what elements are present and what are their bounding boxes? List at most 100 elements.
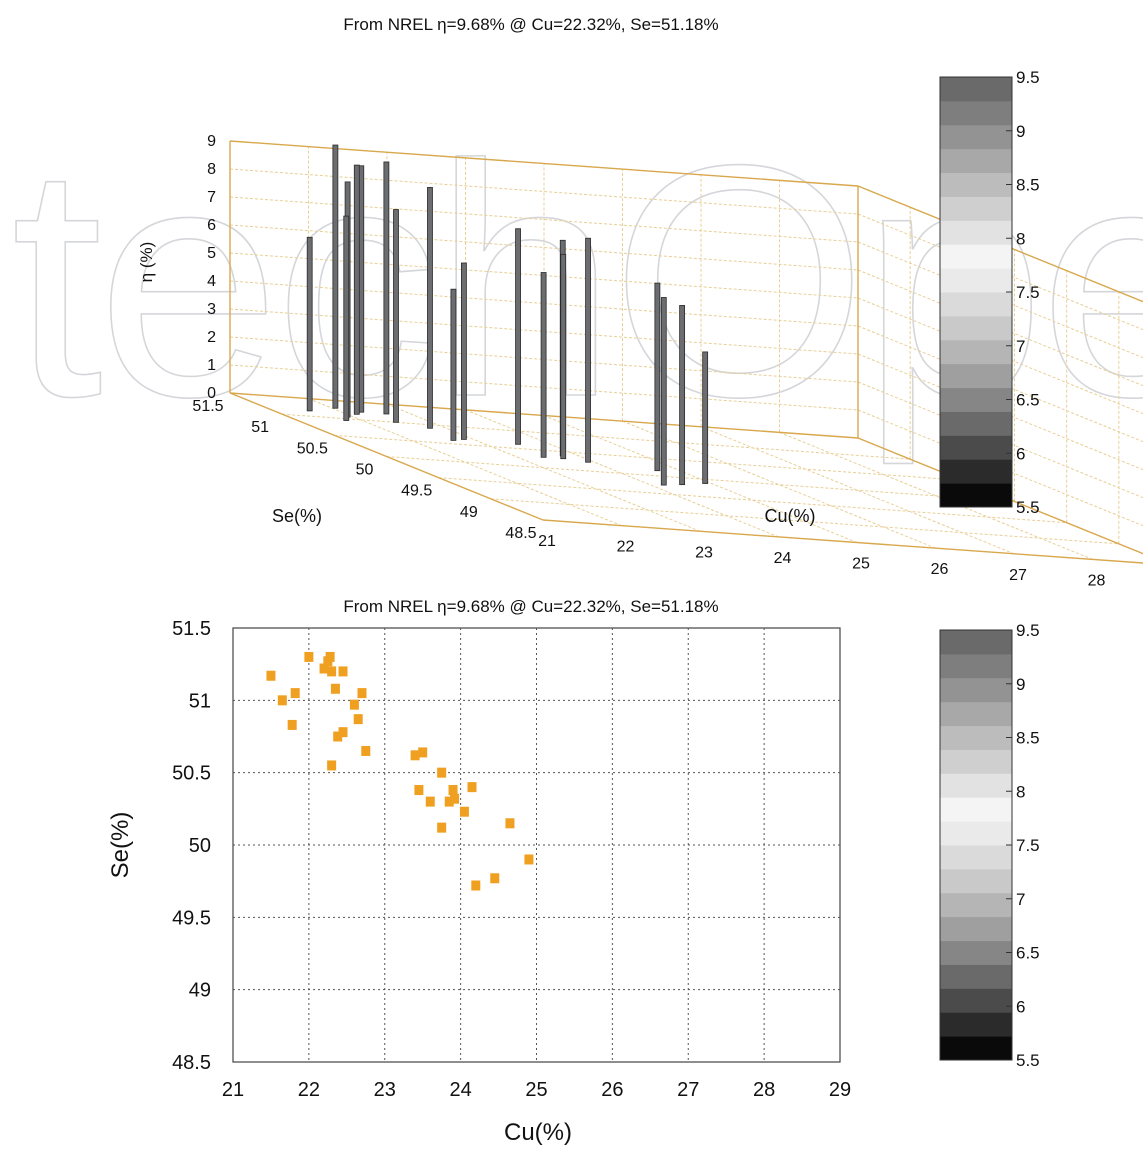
z-tick-label: 2 [207, 329, 216, 346]
bar [540, 272, 547, 458]
bar [515, 228, 521, 445]
colorbar-segment [940, 100, 1012, 126]
bar [332, 144, 339, 409]
floor-gridline-cu [543, 415, 858, 543]
colorbar-segment [940, 630, 1012, 655]
colorbar-segment [940, 725, 1012, 750]
colorbar-segment [940, 339, 1012, 365]
z-tick-label: 4 [207, 273, 216, 290]
chart-3d-colorbar: 5.5 6 6.5 7 7.5 8 8.5 9 9.5 [939, 68, 1040, 517]
scatter-point [467, 782, 477, 793]
scatter-point [327, 666, 337, 677]
chart-scatter-x-axis-label: Cu(%) [504, 1119, 572, 1146]
bar [585, 237, 591, 463]
colorbar-segment [940, 797, 1012, 822]
y-tick-label: 50 [356, 462, 374, 479]
colorbar-segment [940, 964, 1012, 989]
bar [427, 187, 433, 429]
colorbar-tick-label: 6.5 [1016, 944, 1040, 963]
scatter-point [349, 699, 359, 710]
colorbar-tick-label: 7 [1016, 337, 1025, 356]
colorbar-tick-label: 7.5 [1016, 836, 1040, 855]
side-wall-gridline-h [857, 269, 1143, 387]
chart-3d-y-axis-label: Se(%) [272, 506, 322, 526]
y-tick-label: 48.5 [172, 1052, 211, 1074]
z-tick-label: 9 [207, 133, 216, 150]
z-tick-label: 1 [207, 357, 216, 374]
scatter-point [450, 793, 460, 804]
bar [660, 297, 667, 486]
frame-edge [857, 185, 1143, 303]
colorbar-tick-label: 6 [1016, 444, 1025, 463]
side-wall-gridline-h [857, 213, 1143, 331]
y-tick-label: 49.5 [401, 483, 432, 500]
colorbar-tick-label: 6.5 [1016, 391, 1040, 410]
scatter-point [266, 670, 276, 681]
side-wall-gridline-h [857, 241, 1143, 359]
bar [383, 161, 390, 415]
z-tick-label: 8 [207, 161, 216, 178]
colorbar-tick-label: 9 [1016, 122, 1025, 141]
y-tick-label: 51 [189, 690, 211, 712]
colorbar-segment [940, 124, 1012, 150]
scatter-point [327, 760, 337, 771]
colorbar-segment [940, 940, 1012, 965]
y-tick-label: 48.5 [505, 525, 536, 542]
bar [353, 164, 360, 415]
colorbar-segment [940, 483, 1012, 508]
x-tick-label: 28 [753, 1079, 775, 1101]
scatter-point [505, 818, 515, 829]
x-tick-label: 23 [695, 544, 713, 561]
chart-3d-x-axis-label: Cu(%) [764, 506, 815, 526]
scatter-point [410, 750, 420, 761]
y-tick-label: 49 [189, 980, 211, 1002]
bar [679, 305, 686, 486]
bar [393, 209, 399, 423]
z-tick-label: 6 [207, 217, 216, 234]
x-tick-label: 25 [852, 556, 870, 573]
scatter-point [319, 663, 329, 674]
colorbar-segment [940, 411, 1012, 436]
colorbar-segment [940, 268, 1012, 293]
scatter-point [325, 651, 335, 662]
colorbar-segment [940, 459, 1012, 484]
chart-3d-bars [306, 144, 709, 486]
y-tick-label: 49.5 [172, 907, 211, 929]
z-tick-label: 0 [207, 385, 216, 402]
scatter-point [338, 727, 348, 738]
scatter-point [437, 822, 447, 833]
colorbar-tick-label: 5.5 [1016, 1051, 1040, 1070]
floor-gridline-cu [622, 420, 936, 549]
scatter-point [353, 714, 363, 725]
scatter-point [277, 695, 287, 706]
scatter-point [414, 785, 424, 796]
scatter-point [425, 796, 435, 807]
x-tick-label: 22 [298, 1079, 320, 1101]
x-tick-label: 21 [222, 1079, 244, 1101]
floor-gridline-cu [308, 398, 622, 527]
scatter-point [290, 688, 300, 699]
scatter-point [524, 854, 534, 865]
colorbar-tick-label: 9 [1016, 675, 1025, 694]
x-tick-label: 26 [931, 561, 949, 578]
colorbar-tick-label: 7.5 [1016, 283, 1040, 302]
x-tick-label: 24 [774, 550, 792, 567]
z-tick-label: 5 [207, 245, 216, 262]
colorbar-tick-label: 9.5 [1016, 68, 1040, 87]
scatter-point [459, 806, 469, 817]
colorbar-segment [940, 196, 1012, 221]
bar [702, 351, 709, 484]
chart-scatter: From NREL η=9.68% @ Cu=22.32%, Se=51.18%… [107, 597, 1040, 1146]
scatter-point [418, 747, 428, 758]
chart-scatter-title: From NREL η=9.68% @ Cu=22.32%, Se=51.18% [343, 597, 718, 616]
y-tick-label: 50.5 [297, 440, 328, 457]
frame-edge [542, 519, 1143, 564]
z-tick-label: 3 [207, 301, 216, 318]
frame-edge [229, 392, 544, 521]
colorbar-segment [940, 77, 1012, 102]
y-tick-label: 51 [251, 419, 269, 436]
colorbar-segment [940, 916, 1012, 942]
scatter-point [361, 745, 371, 756]
y-tick-label: 50 [189, 835, 211, 857]
